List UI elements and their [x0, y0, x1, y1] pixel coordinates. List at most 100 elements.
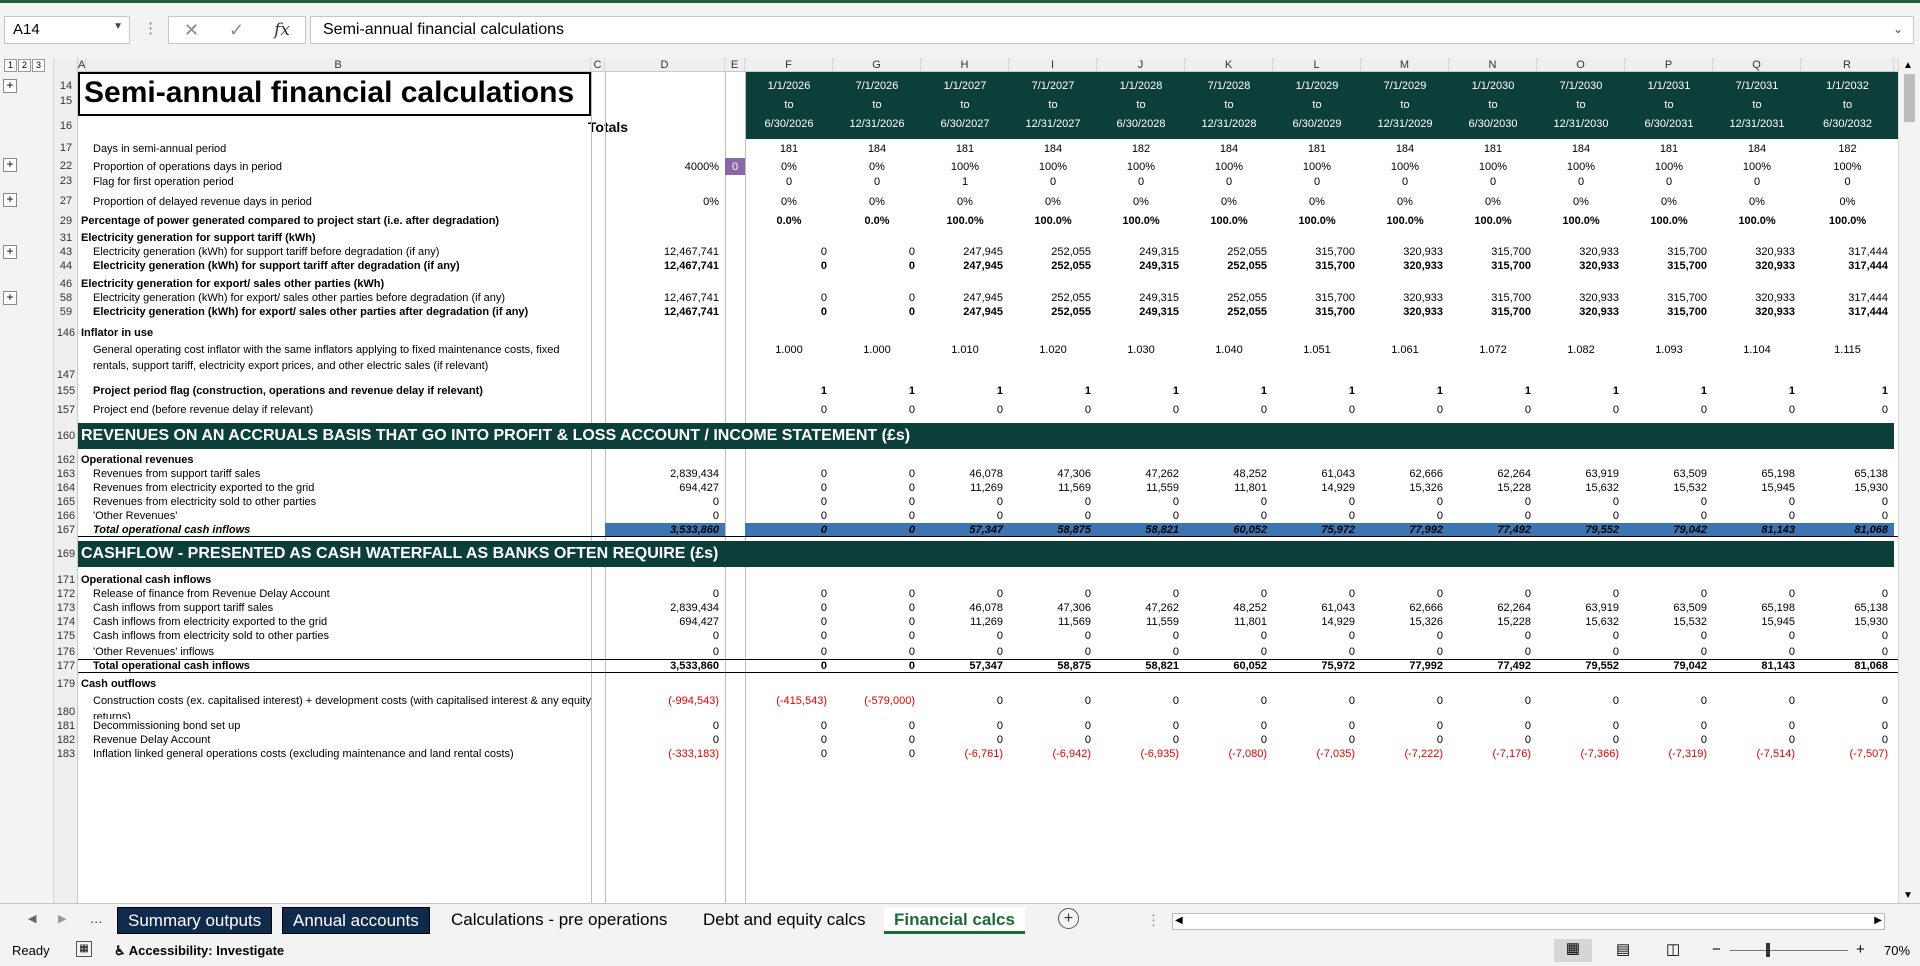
value-cell[interactable]: 0 — [1788, 510, 1795, 522]
value-cell[interactable]: 48,252 — [1233, 602, 1267, 614]
value-cell[interactable]: 100% — [1126, 160, 1156, 173]
expand-group-button[interactable]: + — [3, 193, 17, 207]
value-cell[interactable]: (-7,080) — [1228, 748, 1267, 760]
value-cell[interactable]: 0 — [908, 292, 915, 304]
row-label[interactable]: Release of finance from Revenue Delay Ac… — [93, 588, 330, 600]
cell-area[interactable]: 1/1/2026 to 6/30/2026 7/1/2026 to 12/31/2026 1… — [78, 72, 1920, 903]
column-header-i[interactable]: I — [1009, 58, 1097, 72]
value-cell[interactable]: 0 — [820, 260, 827, 272]
total-cell[interactable]: (-994,543) — [668, 695, 719, 707]
value-cell[interactable]: 315,700 — [1667, 260, 1707, 272]
add-sheet-button[interactable]: + — [1058, 908, 1079, 929]
page-break-preview-icon[interactable]: ◫ — [1666, 941, 1681, 958]
value-cell[interactable]: 79,552 — [1585, 660, 1619, 672]
row-header-175[interactable]: 175 — [56, 630, 76, 642]
value-cell[interactable]: 58,875 — [1057, 523, 1091, 536]
value-cell[interactable]: 0 — [1172, 496, 1179, 508]
row-label[interactable]: Inflation linked general operations cost… — [93, 748, 514, 760]
name-box[interactable]: A14 ▼ — [4, 16, 130, 44]
value-cell[interactable]: 0 — [820, 482, 827, 494]
value-cell[interactable]: 0 — [1524, 720, 1531, 732]
value-cell[interactable]: 48,252 — [1233, 468, 1267, 480]
column-header-p[interactable]: P — [1625, 58, 1713, 72]
value-cell[interactable]: 0 — [1700, 720, 1707, 732]
value-cell[interactable]: 0 — [820, 630, 827, 642]
row-header-43[interactable]: 43 — [59, 246, 73, 258]
value-cell[interactable]: 247,945 — [963, 260, 1003, 272]
value-cell[interactable]: 62,666 — [1409, 602, 1443, 614]
more-tabs-button[interactable]: ... — [90, 910, 103, 927]
value-cell[interactable]: 0 — [1788, 630, 1795, 642]
value-cell[interactable]: 0 — [1524, 695, 1531, 707]
value-cell[interactable]: 1.010 — [951, 344, 979, 356]
value-cell[interactable]: 0 — [908, 734, 915, 746]
value-cell[interactable]: 0 — [1436, 734, 1443, 746]
sheet-title[interactable]: Semi-annual financial calculations — [78, 72, 591, 116]
value-cell[interactable]: 15,532 — [1673, 616, 1707, 628]
value-cell[interactable]: 0 — [820, 404, 827, 416]
value-cell[interactable]: 0 — [996, 646, 1003, 658]
expand-formula-icon[interactable]: ⌄ — [1892, 22, 1903, 36]
value-cell[interactable]: 14,929 — [1321, 616, 1355, 628]
value-cell[interactable]: 100% — [1390, 160, 1420, 173]
period-header-n[interactable]: 1/1/2030 to 6/30/2030 — [1449, 72, 1537, 139]
value-cell[interactable]: 0 — [785, 175, 793, 188]
total-cell[interactable]: 0 — [712, 720, 719, 732]
value-cell[interactable]: 181 — [1659, 142, 1679, 155]
value-cell[interactable]: 1 — [1436, 385, 1443, 397]
row-label[interactable]: Total operational cash inflows — [93, 660, 250, 672]
row-header-14[interactable]: 14 — [59, 80, 73, 92]
value-cell[interactable]: 1 — [1612, 385, 1619, 397]
vertical-scroll-thumb[interactable] — [1904, 74, 1915, 122]
value-cell[interactable]: 65,198 — [1761, 468, 1795, 480]
value-cell[interactable]: 0 — [1436, 588, 1443, 600]
value-cell[interactable]: 100.0% — [1210, 215, 1248, 227]
value-cell[interactable]: 81,143 — [1761, 523, 1795, 536]
formula-input[interactable]: Semi-annual financial calculations ⌄ — [310, 16, 1914, 44]
more-options-icon[interactable]: ⋮ — [143, 20, 158, 37]
value-cell[interactable]: 315,700 — [1315, 306, 1355, 318]
value-cell[interactable]: (-6,761) — [964, 748, 1003, 760]
name-box-dropdown-icon[interactable]: ▼ — [113, 21, 123, 32]
value-cell[interactable]: 100% — [1302, 160, 1332, 173]
value-cell[interactable]: 79,042 — [1673, 523, 1707, 536]
value-cell[interactable]: 0 — [1700, 695, 1707, 707]
value-cell[interactable]: 0 — [908, 616, 915, 628]
value-cell[interactable]: 0 — [996, 496, 1003, 508]
value-cell[interactable]: 252,055 — [1227, 246, 1267, 258]
value-cell[interactable]: 58,821 — [1145, 660, 1179, 672]
value-cell[interactable]: 317,444 — [1848, 246, 1888, 258]
total-cell[interactable]: 694,427 — [679, 482, 719, 494]
macro-record-icon[interactable]: ▦ — [76, 941, 92, 957]
row-label[interactable]: Inflator in use — [81, 327, 154, 339]
value-cell[interactable]: 0 — [908, 246, 915, 258]
outline-level-1-button[interactable]: 1 — [4, 59, 17, 72]
value-cell[interactable]: 1.040 — [1215, 344, 1243, 356]
value-cell[interactable]: 0 — [1612, 646, 1619, 658]
value-cell[interactable]: 0 — [1084, 496, 1091, 508]
scroll-up-icon[interactable]: ▲ — [1903, 60, 1913, 71]
value-cell[interactable]: 100% — [950, 160, 980, 173]
row-header-167[interactable]: 167 — [56, 524, 76, 536]
value-cell[interactable]: 1.051 — [1303, 344, 1331, 356]
value-cell[interactable]: 320,933 — [1755, 306, 1795, 318]
value-cell[interactable]: 61,043 — [1321, 468, 1355, 480]
value-cell[interactable]: 184 — [1219, 142, 1239, 155]
value-cell[interactable]: 0 — [820, 646, 827, 658]
row-label[interactable]: Proportion of operations days in period — [93, 160, 282, 173]
value-cell[interactable]: 1 — [1700, 385, 1707, 397]
value-cell[interactable]: 0% — [1309, 195, 1325, 208]
value-cell[interactable]: 0 — [1348, 720, 1355, 732]
value-cell[interactable]: 0 — [1881, 404, 1888, 416]
total-cell[interactable]: 694,427 — [679, 616, 719, 628]
column-header-h[interactable]: H — [921, 58, 1009, 72]
zoom-in-button[interactable]: + — [1856, 941, 1865, 958]
value-cell[interactable]: 0 — [1524, 630, 1531, 642]
value-cell[interactable]: 0 — [1524, 588, 1531, 600]
row-header-179[interactable]: 179 — [56, 678, 76, 690]
value-cell[interactable]: 249,315 — [1139, 292, 1179, 304]
column-header-k[interactable]: K — [1185, 58, 1273, 72]
value-cell[interactable]: 0 — [1260, 646, 1267, 658]
value-cell[interactable]: 1.000 — [863, 344, 891, 356]
value-cell[interactable]: 77,992 — [1409, 660, 1443, 672]
